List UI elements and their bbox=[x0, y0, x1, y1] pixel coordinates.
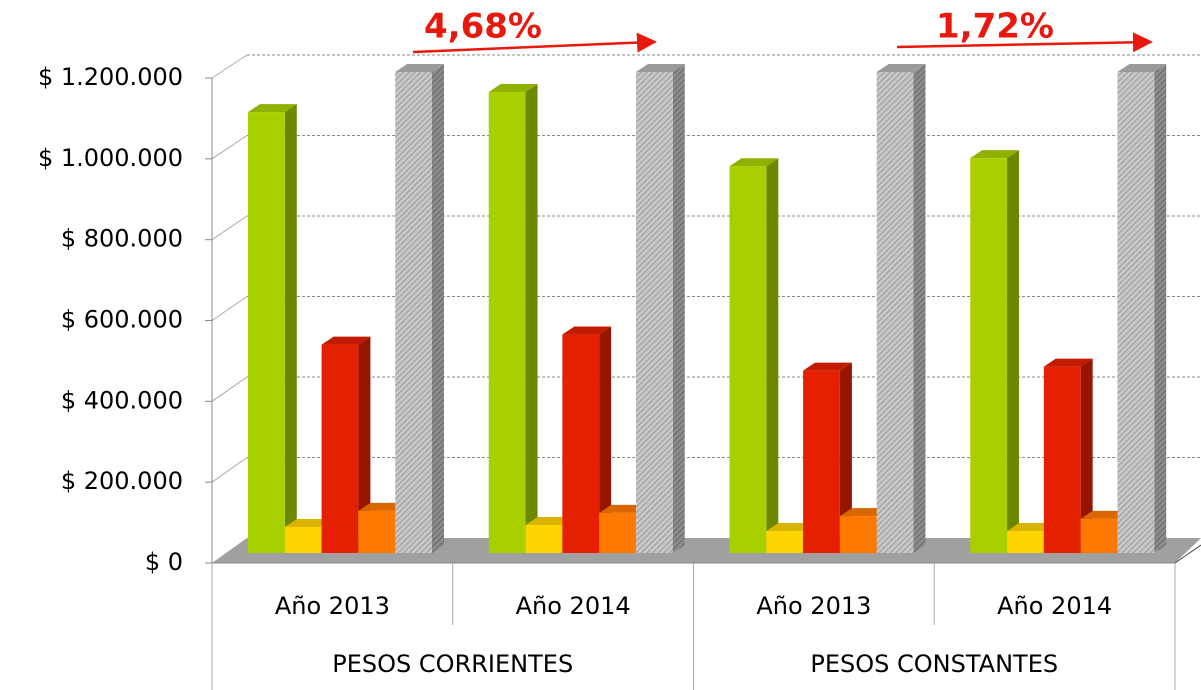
bar bbox=[876, 72, 914, 553]
bar-top bbox=[525, 516, 575, 525]
bar-top bbox=[1117, 64, 1167, 72]
bar-side bbox=[1154, 64, 1167, 553]
bars bbox=[248, 64, 1167, 554]
bar-top bbox=[803, 362, 852, 371]
bar-side bbox=[672, 64, 685, 553]
bar-top bbox=[321, 336, 371, 345]
arrow bbox=[412, 32, 657, 54]
bar-top bbox=[488, 84, 538, 93]
annotation: 1,72% bbox=[936, 7, 1054, 47]
bar-top bbox=[635, 64, 685, 72]
bar bbox=[803, 370, 840, 553]
x-tick-label: Año 2013 bbox=[756, 592, 871, 620]
bar bbox=[562, 334, 600, 553]
axes: $ 0 $ 200.000 $ 400.000 $ 600.000 $ 800.000 $… bbox=[38, 63, 1176, 690]
bar bbox=[525, 524, 563, 553]
bar bbox=[488, 92, 526, 554]
bar-top bbox=[1043, 358, 1093, 367]
bar bbox=[1117, 72, 1155, 553]
y-tick-label: $ 800.000 bbox=[61, 225, 183, 253]
bar-top bbox=[970, 150, 1020, 159]
bar-top bbox=[1080, 510, 1130, 519]
bar bbox=[970, 158, 1008, 553]
bar bbox=[321, 344, 359, 553]
wall-grid-line bbox=[211, 376, 248, 402]
x-tick-label: Año 2013 bbox=[275, 592, 390, 620]
floor bbox=[212, 538, 1201, 563]
y-tick-label: $ 600.000 bbox=[61, 306, 183, 334]
bar bbox=[635, 72, 673, 553]
bar bbox=[1043, 366, 1081, 553]
y-tick-label: $ 200.000 bbox=[61, 467, 183, 495]
bar-side bbox=[599, 326, 612, 553]
grid bbox=[211, 54, 1201, 483]
bar-side bbox=[525, 84, 538, 554]
y-tick-label: $ 0 bbox=[145, 548, 183, 576]
wall-grid-line bbox=[211, 135, 248, 160]
bar bbox=[729, 166, 767, 553]
bar-top bbox=[284, 518, 334, 527]
bar-top bbox=[599, 504, 648, 513]
annotation: 4,68% bbox=[424, 7, 542, 47]
x-tick-label: Año 2014 bbox=[997, 592, 1112, 620]
bar bbox=[766, 530, 804, 553]
wall-grid-line bbox=[211, 215, 248, 241]
bar-side bbox=[358, 336, 371, 553]
bar bbox=[358, 510, 396, 553]
bar bbox=[839, 516, 877, 553]
bar-side bbox=[1007, 150, 1020, 553]
arrow bbox=[896, 32, 1153, 53]
wall-grid-line bbox=[211, 457, 248, 483]
bar-top bbox=[358, 502, 408, 511]
bar-top bbox=[395, 64, 444, 72]
bar-side bbox=[913, 64, 926, 553]
bar bbox=[248, 112, 285, 553]
bar bbox=[599, 512, 636, 553]
bar bbox=[284, 526, 322, 553]
bar bbox=[1007, 530, 1044, 553]
y-tick-label: $ 1.000.000 bbox=[38, 144, 183, 172]
bar-top bbox=[876, 64, 926, 72]
group-label: PESOS CORRIENTES bbox=[332, 650, 573, 678]
x-tick-label: Año 2014 bbox=[516, 592, 631, 620]
bar-top bbox=[766, 522, 816, 531]
bar-side bbox=[839, 362, 852, 553]
group-label: PESOS CONSTANTES bbox=[810, 650, 1058, 678]
bar-side bbox=[284, 104, 297, 553]
wall-grid-line bbox=[211, 54, 248, 79]
bar-top bbox=[1007, 522, 1056, 531]
bar-top bbox=[248, 104, 297, 113]
bar bbox=[395, 72, 432, 553]
bar-top bbox=[839, 508, 889, 517]
wall-grid-line bbox=[211, 296, 248, 321]
bar-side bbox=[432, 64, 444, 553]
y-tick-label: $ 1.200.000 bbox=[38, 63, 183, 91]
y-tick-label: $ 400.000 bbox=[61, 386, 183, 414]
bar-side bbox=[1080, 358, 1093, 553]
bar bbox=[1080, 518, 1118, 553]
bar-top bbox=[562, 326, 612, 335]
bar-side bbox=[766, 158, 779, 553]
floor-edge bbox=[1174, 544, 1201, 564]
bar-top bbox=[729, 158, 779, 167]
